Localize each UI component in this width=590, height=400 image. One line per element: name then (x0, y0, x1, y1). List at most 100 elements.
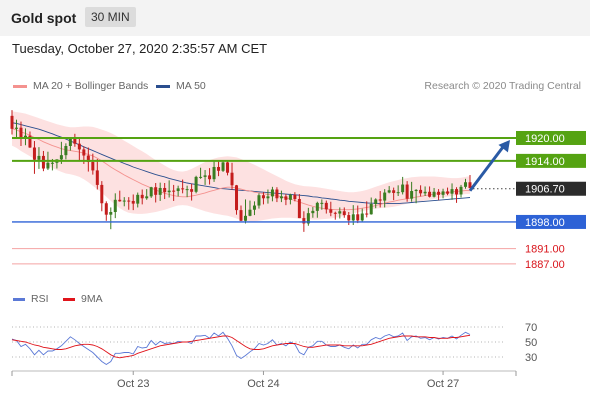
legend-ma50: MA 50 (156, 80, 206, 92)
header-bar: Gold spot 30 MIN (0, 0, 590, 36)
candle-body (392, 190, 396, 193)
candle-body (360, 213, 364, 221)
target-arrow-head (498, 139, 510, 153)
candle-body (158, 187, 162, 195)
candle-body (351, 214, 355, 221)
candle-body (68, 138, 72, 146)
candle-21 (100, 181, 104, 212)
x-tick-label-3: Oct 27 (427, 378, 459, 390)
candle-body (176, 188, 180, 192)
candle-59 (270, 186, 274, 202)
candle-38 (176, 185, 180, 197)
candle-97 (441, 188, 445, 199)
ma20-swatch (13, 84, 27, 88)
candle-body (387, 190, 391, 193)
candle-body (243, 215, 247, 221)
candle-body (136, 194, 140, 204)
candle-body (347, 215, 351, 221)
candle-body (374, 199, 378, 205)
rsi-tick-30: 30 (525, 352, 537, 364)
candle-body (450, 189, 454, 194)
candle-body (288, 194, 292, 200)
candle-body (275, 189, 279, 199)
candle-body (203, 175, 207, 177)
candle-body (306, 213, 310, 224)
candle-body (405, 184, 409, 199)
bollinger-band-area (12, 111, 470, 222)
rsi-9ma-line (11, 334, 471, 359)
candle-body (194, 176, 198, 192)
candle-46 (212, 161, 216, 182)
candle-28 (131, 194, 135, 211)
candle-body (82, 149, 86, 156)
candle-53 (243, 199, 247, 224)
candle-45 (208, 168, 212, 185)
candle-body (252, 205, 256, 210)
candle-82 (374, 198, 378, 209)
instrument-title: Gold spot (11, 10, 77, 26)
candle-body (190, 189, 194, 192)
candle-33 (154, 183, 158, 203)
candle-102 (464, 178, 468, 189)
candle-body (315, 202, 319, 211)
candle-24 (113, 193, 117, 219)
candle-99 (450, 183, 454, 200)
candle-body (333, 212, 337, 214)
candle-62 (284, 194, 288, 206)
candle-body (468, 182, 472, 188)
candle-80 (365, 201, 369, 218)
candle-body (311, 210, 315, 214)
rsi-swatch (13, 297, 25, 301)
candle-89 (405, 181, 409, 202)
candle-body (140, 194, 144, 199)
candle-body (50, 162, 54, 164)
candle-body (64, 145, 68, 156)
candle-body (414, 189, 418, 192)
candle-39 (181, 179, 185, 194)
ma9-swatch (63, 297, 75, 301)
candle-body (19, 127, 23, 139)
candle-98 (446, 187, 450, 196)
legend-rsi: RSI (13, 293, 49, 305)
candle-body (396, 192, 400, 194)
candle-68 (311, 207, 315, 218)
candle-body (428, 191, 432, 197)
candle-body (365, 213, 369, 215)
candle-52 (239, 205, 243, 222)
candle-body (91, 162, 95, 171)
candle-body (235, 185, 239, 211)
candle-body (172, 190, 176, 192)
candle-body (270, 189, 274, 197)
candle-47 (217, 161, 221, 177)
candle-30 (140, 189, 144, 205)
candle-6 (32, 141, 36, 174)
candle-body (131, 200, 135, 204)
candle-body (320, 202, 324, 204)
candle-body (324, 202, 328, 210)
candle-70 (320, 199, 324, 210)
candle-96 (437, 189, 441, 201)
current-price-badge-bg (516, 181, 586, 196)
candle-57 (261, 192, 265, 205)
candle-42 (194, 175, 198, 194)
candle-body (122, 200, 126, 202)
legend-9ma: 9MA (63, 293, 103, 305)
candle-body (10, 115, 14, 129)
resistance-badge-1-text: 1920.00 (525, 133, 565, 145)
candle-56 (257, 193, 261, 209)
candle-body (459, 186, 463, 195)
candle-50 (230, 162, 234, 190)
timeframe-badge[interactable]: 30 MIN (85, 7, 136, 27)
candle-body (239, 210, 243, 221)
candle-73 (333, 211, 337, 220)
rsi-line (11, 331, 471, 366)
ma9-label: 9MA (81, 293, 103, 305)
candle-103 (468, 174, 472, 189)
candle-body (212, 166, 216, 180)
candle-body (185, 189, 189, 191)
candle-body (293, 194, 297, 200)
candle-body (109, 212, 113, 215)
timestamp: Tuesday, October 27, 2020 2:35:57 AM CET (12, 41, 268, 56)
candle-body (356, 214, 360, 221)
